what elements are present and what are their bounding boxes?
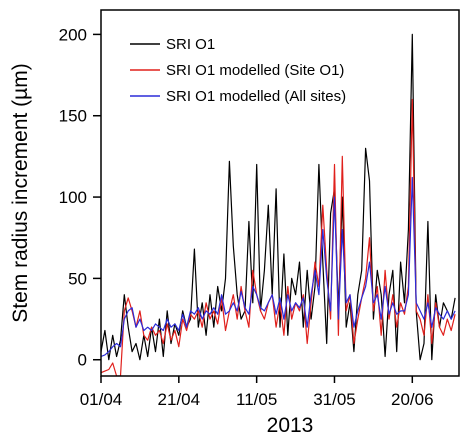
series-line-0	[101, 33, 456, 361]
y-tick-label: 100	[59, 188, 87, 207]
x-tick-label: 20/06	[391, 390, 434, 409]
x-tick-label: 11/05	[236, 390, 277, 409]
legend-label-site-o1: SRI O1 modelled (Site O1)	[166, 62, 344, 79]
y-tick-label: 50	[68, 269, 87, 288]
x-tick-label: 21/04	[158, 390, 201, 409]
y-axis-title: Stem radius increment (µm)	[9, 63, 32, 323]
x-tick-label: 31/05	[313, 390, 356, 409]
legend-item-all-sites: SRI O1 modelled (All sites)	[130, 88, 346, 105]
y-axis: 0 50 100 150 200	[59, 25, 101, 370]
legend-item-site-o1: SRI O1 modelled (Site O1)	[130, 62, 344, 79]
x-axis-title: 2013	[267, 414, 314, 437]
series-line-1	[101, 98, 456, 376]
plot-lines	[101, 33, 456, 376]
legend: SRI O1 SRI O1 modelled (Site O1) SRI O1 …	[130, 36, 346, 105]
series-line-2	[101, 176, 456, 358]
plot-frame	[100, 9, 460, 377]
legend-item-sri-o1: SRI O1	[130, 36, 215, 53]
legend-label-sri-o1: SRI O1	[166, 36, 215, 53]
y-tick-label: 200	[59, 25, 87, 44]
y-tick-label: 0	[78, 351, 87, 370]
y-tick-label: 150	[59, 107, 87, 126]
x-axis: 01/04 21/04 11/05 31/05 20/06	[80, 376, 434, 409]
x-tick-label: 01/04	[80, 390, 123, 409]
legend-label-all-sites: SRI O1 modelled (All sites)	[166, 88, 346, 105]
